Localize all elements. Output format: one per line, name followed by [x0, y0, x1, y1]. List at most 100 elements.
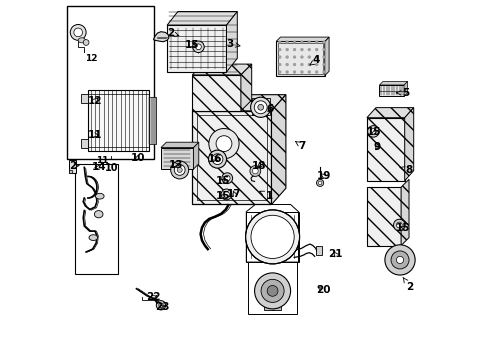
Circle shape [159, 303, 163, 307]
Circle shape [307, 56, 310, 59]
Circle shape [300, 56, 303, 59]
Bar [69, 160, 76, 173]
Circle shape [285, 56, 288, 59]
Polygon shape [153, 32, 168, 42]
Bar [67, 6, 153, 159]
Text: 16: 16 [207, 154, 222, 164]
Bar [276, 41, 324, 76]
Bar [81, 139, 88, 148]
Circle shape [170, 161, 188, 179]
Bar [264, 302, 280, 310]
Circle shape [307, 48, 310, 51]
Ellipse shape [83, 40, 89, 45]
Circle shape [212, 154, 223, 165]
Circle shape [315, 56, 318, 59]
Text: 15: 15 [215, 191, 230, 201]
Polygon shape [161, 142, 199, 148]
Circle shape [292, 63, 295, 66]
Circle shape [292, 56, 295, 59]
Polygon shape [400, 179, 408, 246]
Polygon shape [192, 95, 285, 111]
Circle shape [252, 168, 258, 174]
Text: 11: 11 [96, 156, 108, 165]
Text: 21: 21 [327, 249, 342, 259]
Text: 12: 12 [88, 96, 102, 106]
Circle shape [266, 285, 277, 296]
Polygon shape [366, 108, 413, 118]
Text: 8: 8 [399, 165, 412, 175]
Circle shape [315, 63, 318, 66]
Text: 15: 15 [184, 40, 199, 50]
Circle shape [318, 181, 321, 185]
Circle shape [322, 56, 325, 59]
Text: 5: 5 [396, 88, 408, 98]
Circle shape [396, 256, 403, 264]
Polygon shape [193, 142, 199, 169]
Bar [247, 262, 296, 314]
Circle shape [390, 251, 408, 269]
Text: 23: 23 [155, 302, 169, 312]
Bar [161, 148, 193, 169]
Bar [379, 85, 403, 96]
Circle shape [292, 48, 295, 51]
Circle shape [367, 126, 378, 137]
Text: 20: 20 [315, 285, 329, 295]
Circle shape [278, 56, 281, 59]
Circle shape [292, 71, 295, 73]
Text: 15: 15 [366, 127, 381, 138]
Polygon shape [226, 12, 237, 72]
Circle shape [177, 167, 182, 172]
Circle shape [208, 150, 226, 168]
Bar [88, 90, 149, 151]
Circle shape [307, 41, 310, 44]
Circle shape [370, 129, 375, 134]
Bar [251, 98, 270, 115]
Circle shape [250, 215, 294, 258]
Circle shape [316, 179, 323, 186]
Polygon shape [324, 37, 328, 76]
Circle shape [285, 63, 288, 66]
Text: 4: 4 [309, 55, 320, 66]
Circle shape [393, 219, 404, 231]
Text: 19: 19 [316, 171, 330, 181]
Polygon shape [276, 37, 328, 41]
Text: 17: 17 [226, 189, 241, 199]
Bar [149, 97, 156, 144]
Text: 10: 10 [104, 163, 118, 173]
Text: 15: 15 [215, 176, 230, 186]
Bar [196, 115, 266, 200]
Circle shape [215, 157, 220, 162]
Circle shape [249, 166, 260, 176]
Circle shape [222, 173, 232, 184]
Text: 14: 14 [91, 162, 106, 172]
Text: 10: 10 [131, 153, 145, 163]
Circle shape [315, 71, 318, 73]
Circle shape [285, 41, 288, 44]
Circle shape [257, 104, 263, 110]
Circle shape [285, 48, 288, 51]
Polygon shape [271, 95, 285, 204]
Circle shape [307, 63, 310, 66]
Bar [246, 212, 298, 262]
Bar [315, 246, 322, 255]
Ellipse shape [94, 211, 103, 218]
Bar [192, 75, 241, 111]
Circle shape [322, 71, 325, 73]
Polygon shape [404, 108, 413, 181]
Bar [69, 170, 72, 173]
Text: 11: 11 [88, 130, 102, 140]
Text: 15: 15 [395, 222, 409, 233]
Text: 13: 13 [168, 160, 183, 170]
Circle shape [300, 41, 303, 44]
Circle shape [278, 41, 281, 44]
Polygon shape [192, 64, 251, 75]
Ellipse shape [89, 235, 98, 240]
Circle shape [278, 63, 281, 66]
Circle shape [70, 24, 86, 40]
Text: 7: 7 [295, 141, 305, 151]
Polygon shape [167, 12, 237, 25]
Circle shape [156, 301, 165, 310]
Circle shape [254, 273, 290, 309]
Bar [366, 187, 400, 246]
Text: 3: 3 [226, 39, 240, 49]
